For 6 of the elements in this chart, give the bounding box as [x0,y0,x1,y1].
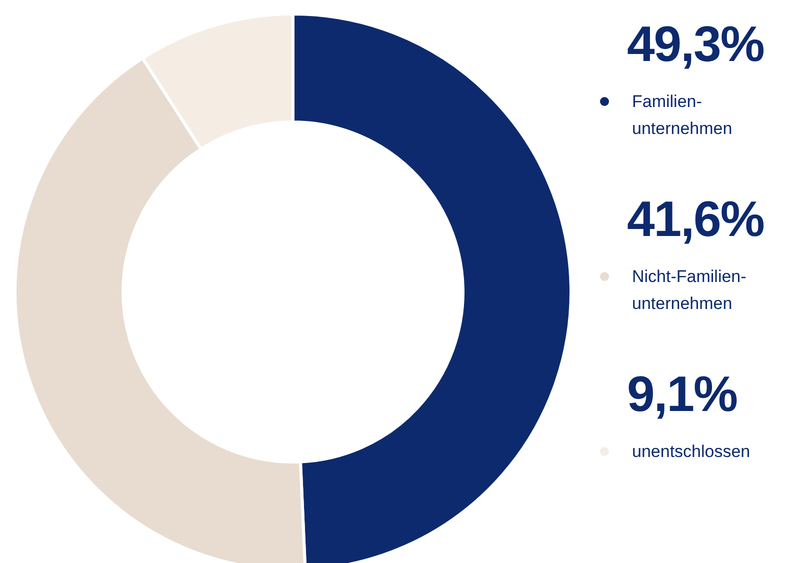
data-label: 49,3% [627,15,765,74]
legend-label: Familien-unternehmen [632,91,732,140]
legend-label: unentschlossen [632,441,750,463]
data-label: 9,1% [627,365,738,424]
legend-label: Nicht-Familien-unternehmen [632,266,746,315]
data-label: 41,6% [627,190,765,249]
